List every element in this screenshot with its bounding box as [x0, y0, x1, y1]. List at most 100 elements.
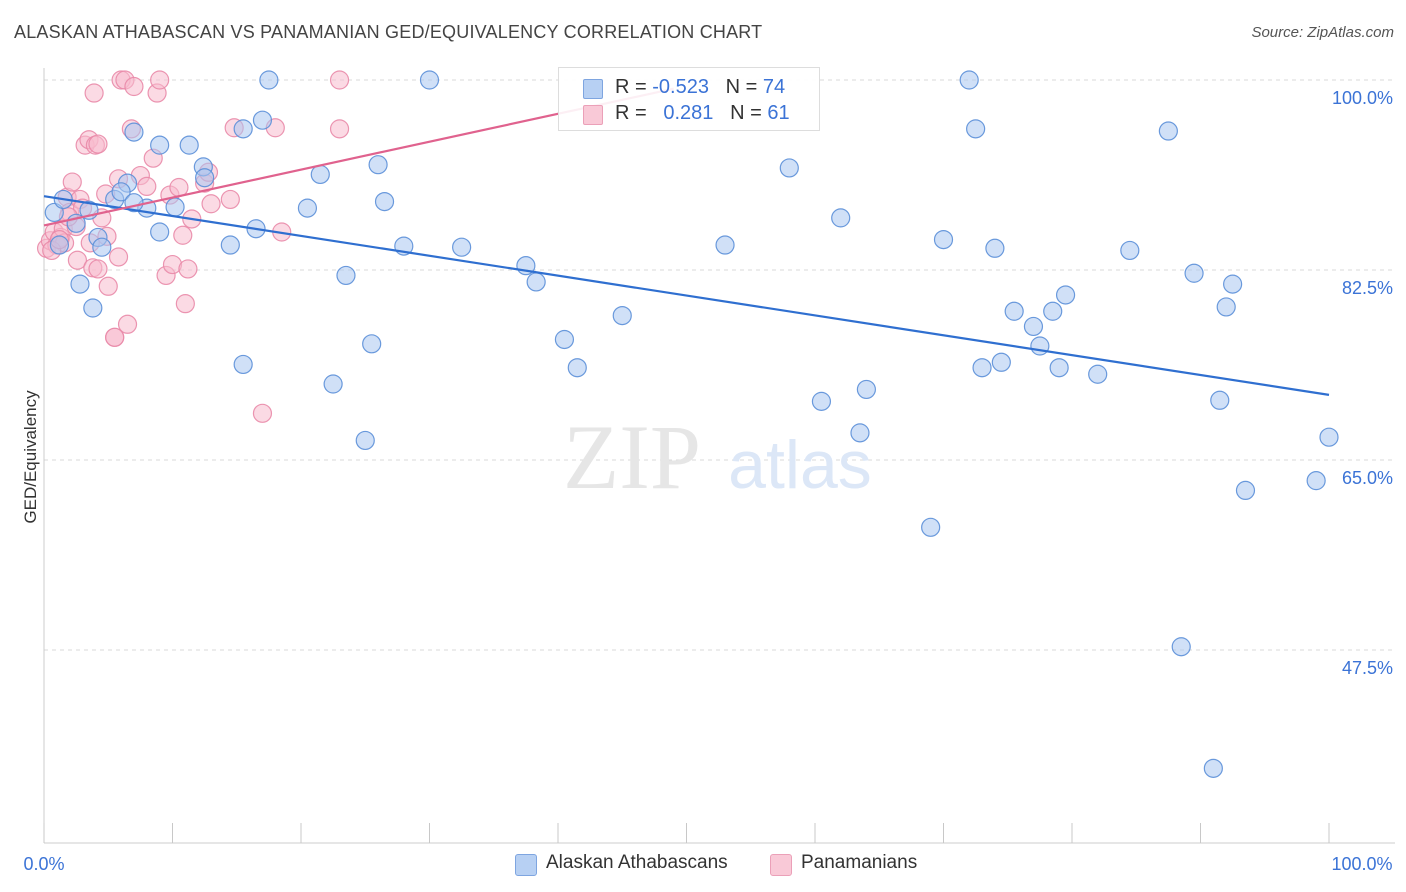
panamanians-point [173, 225, 193, 245]
athabascans-point [959, 70, 979, 90]
athabascans-point [124, 122, 144, 142]
athabascans-point [715, 235, 735, 255]
athabascans-trend-line [43, 195, 1330, 396]
athabascans-point [310, 164, 330, 185]
athabascans-point [362, 334, 382, 354]
athabascans-point [567, 358, 587, 378]
athabascans-point [233, 119, 253, 139]
r-value: -0.523 [652, 76, 709, 98]
y-tick-label: 82.5% [1342, 278, 1393, 298]
athabascans-point [220, 235, 240, 255]
pink-swatch [770, 854, 792, 876]
panamanians-point [88, 259, 108, 279]
panamanians-point [220, 189, 240, 210]
panamanians-point [329, 119, 350, 139]
n-label: N = [725, 76, 763, 98]
legend-label: Alaskan Athabascans [546, 852, 728, 873]
panamanians-point [105, 327, 125, 347]
athabascans-point [1235, 480, 1256, 500]
athabascans-point [850, 423, 870, 443]
athabascans-point [991, 352, 1011, 372]
panamanians-point [178, 259, 198, 279]
n-value: 74 [762, 76, 786, 98]
athabascans-point [966, 119, 986, 139]
n-value: 61 [767, 102, 790, 124]
athabascans-point [921, 517, 941, 537]
athabascans-point [856, 379, 877, 400]
athabascans-point [1043, 301, 1063, 321]
panamanians-point [150, 70, 170, 90]
y-tick-label: 65.0% [1342, 468, 1393, 488]
athabascans-point [150, 222, 170, 242]
panamanians-point [201, 194, 221, 214]
athabascans-point [1088, 364, 1108, 384]
athabascans-point [1223, 274, 1243, 294]
athabascans-point [985, 238, 1005, 258]
athabascans-point [165, 197, 185, 217]
athabascans-point [179, 135, 199, 155]
panamanians-points [36, 70, 350, 423]
athabascans-point [49, 235, 70, 255]
legend-row-athabascans: R = -0.523 N = 74 [583, 76, 785, 100]
athabascans-point [111, 182, 131, 202]
r-label: R = [615, 102, 653, 124]
panamanians-point [88, 134, 108, 154]
athabascans-point [1055, 285, 1076, 305]
athabascans-point [1120, 240, 1140, 261]
athabascans-point [150, 135, 170, 155]
watermark-zip: ZIP [563, 406, 701, 508]
athabascans-point [1049, 358, 1069, 378]
athabascans-point [70, 274, 90, 294]
y-tick-label: 100.0% [1332, 88, 1393, 108]
athabascans-point [83, 298, 103, 318]
watermark-atlas: atlas [728, 427, 872, 503]
athabascans-point [1171, 637, 1191, 657]
athabascans-point [297, 198, 318, 218]
athabascans-point [831, 208, 851, 228]
athabascans-point [368, 155, 388, 175]
panamanians-point [124, 76, 144, 97]
axis-labels: 100.0% 82.5% 65.0% 47.5% 0.0% 100.0% GED/Equiv… [21, 88, 1393, 874]
athabascans-point [195, 168, 215, 188]
athabascans-point [1319, 427, 1339, 447]
y-tick-label: 47.5% [1342, 658, 1393, 678]
athabascans-point [92, 237, 112, 257]
athabascans-point [323, 374, 343, 394]
blue-swatch [583, 79, 603, 99]
athabascans-point [972, 358, 992, 378]
correlation-legend: R = -0.523 N = 74 R = 0.281 N = 61 [558, 67, 820, 131]
athabascans-point [355, 430, 375, 451]
panamanians-point [252, 403, 273, 423]
source-label: Source: ZipAtlas.com [1251, 24, 1394, 41]
athabascans-point [336, 265, 356, 286]
athabascans-point [1306, 471, 1326, 491]
athabascans-point [779, 158, 799, 178]
athabascans-point [811, 391, 832, 411]
athabascans-point [374, 192, 395, 212]
athabascans-point [1210, 390, 1230, 410]
athabascans-point [1004, 301, 1024, 321]
legend-label: Panamanians [801, 852, 918, 873]
panamanians-point [98, 276, 118, 296]
athabascans-point [1203, 758, 1223, 778]
panamanians-point [84, 83, 104, 103]
chart-title: ALASKAN ATHABASCAN VS PANAMANIAN GED/EQU… [14, 22, 763, 42]
athabascans-point [452, 237, 472, 257]
athabascans-point [419, 70, 440, 90]
athabascans-point [554, 329, 575, 350]
y-axis-title: GED/Equivalency [21, 390, 40, 524]
athabascans-point [1184, 263, 1204, 283]
athabascans-point [1158, 121, 1178, 141]
athabascans-point [252, 110, 273, 130]
r-value: 0.281 [663, 102, 714, 124]
athabascans-point [612, 306, 632, 326]
athabascans-point [1216, 297, 1236, 317]
x-tick-label: 0.0% [23, 854, 64, 874]
blue-swatch [515, 854, 537, 876]
athabascans-point [44, 202, 64, 223]
legend-row-panamanians: R = 0.281 N = 61 [583, 102, 790, 126]
athabascans-point [526, 272, 546, 292]
athabascans-point [259, 70, 279, 90]
panamanians-point [108, 247, 129, 267]
